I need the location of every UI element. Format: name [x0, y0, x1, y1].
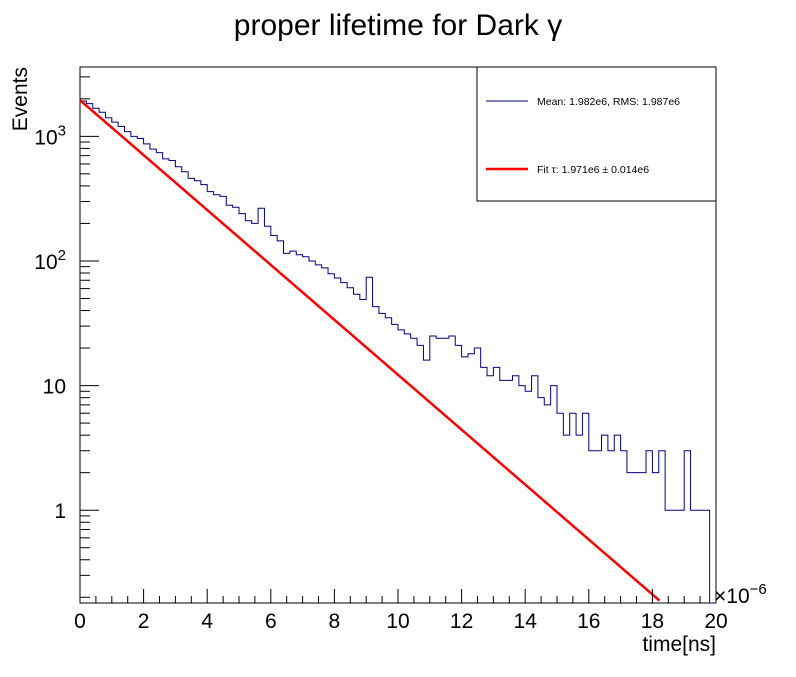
- y-tick-label: 102: [34, 247, 66, 274]
- x-tick-label: 12: [450, 610, 473, 633]
- x-tick-label: 8: [329, 610, 341, 633]
- y-tick-base: 10: [34, 126, 57, 149]
- y-tick-label: 1: [54, 500, 66, 523]
- y-tick-base: 1: [54, 500, 66, 523]
- y-tick-label: 10: [43, 376, 66, 399]
- y-axis-label: Events: [9, 67, 32, 131]
- x-tick-label: 20: [704, 610, 727, 633]
- x-scale-prefix: ×10: [714, 585, 750, 608]
- x-tick-label: 14: [514, 610, 538, 633]
- x-tick-label: 16: [577, 610, 600, 633]
- y-tick-exponent: 2: [58, 247, 66, 264]
- x-tick-label: 4: [201, 610, 213, 633]
- y-tick-base: 10: [43, 376, 66, 399]
- histogram-series: [80, 100, 716, 604]
- x-tick-label: 0: [74, 610, 86, 633]
- y-tick-base: 10: [34, 251, 57, 274]
- x-scale-factor: ×10−6: [714, 581, 767, 608]
- x-axis: 0 2 4 6 8 10 12 14 16 18 20: [74, 589, 728, 633]
- x-axis-label: time[ns]: [642, 633, 716, 656]
- fit-layer: [79, 99, 661, 602]
- y-tick-exponent: 3: [58, 122, 66, 139]
- x-tick-label: 10: [386, 610, 409, 633]
- chart-title: proper lifetime for Dark γ: [234, 9, 562, 42]
- legend-box: [476, 66, 717, 202]
- legend-label-fit: Fit τ: 1.971e6 ± 0.014e6: [537, 164, 649, 176]
- fit-curve: [79, 99, 661, 602]
- x-scale-exponent: −6: [750, 581, 767, 598]
- legend-label-histogram: Mean: 1.982e6, RMS: 1.987e6: [537, 96, 680, 108]
- legend: Mean: 1.982e6, RMS: 1.987e6 Fit τ: 1.971…: [476, 66, 717, 202]
- x-tick-label: 18: [641, 610, 664, 633]
- x-tick-label: 6: [265, 610, 277, 633]
- histogram-layer: [80, 100, 716, 604]
- y-tick-label: 103: [34, 122, 66, 149]
- x-tick-label: 2: [138, 610, 150, 633]
